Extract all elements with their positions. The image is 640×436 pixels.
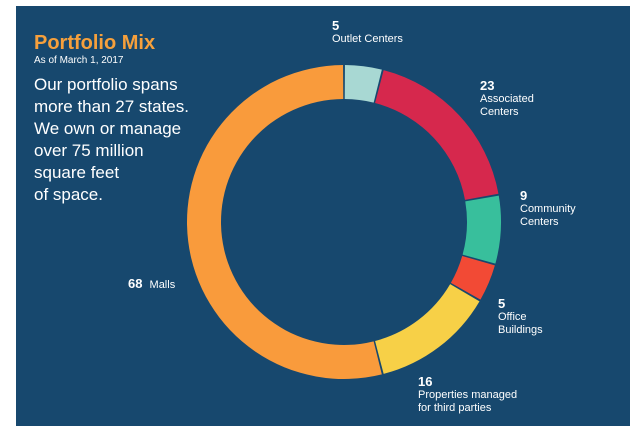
description-line: We own or manage (34, 119, 182, 138)
description-line: Our portfolio spans (34, 75, 178, 94)
donut-slice-2 (462, 195, 501, 264)
slice-label: Community (520, 203, 576, 215)
slice-value: 5 (332, 18, 340, 33)
label-outlet-centers: 5 Outlet Centers (332, 18, 403, 46)
slice-label: Associated (480, 93, 534, 105)
donut-slice-0 (344, 65, 382, 103)
donut-slice-3 (450, 256, 495, 300)
description-line: more than 27 states. (34, 97, 189, 116)
description-line: square feet (34, 163, 120, 182)
chart-panel: Portfolio Mix As of March 1, 2017 Our po… (16, 6, 630, 426)
slice-label: Office (498, 311, 527, 323)
page-title: Portfolio Mix (34, 32, 156, 54)
slice-label: Buildings (498, 324, 543, 336)
donut-slice-1 (375, 70, 499, 200)
label-community-centers: 9 Community Centers (520, 188, 576, 229)
description-line: of space. (34, 185, 103, 204)
slice-label: Outlet Centers (332, 33, 403, 45)
label-third-party: 16 Properties managed for third parties (418, 374, 517, 415)
slice-label: for third parties (418, 402, 492, 414)
page-subtitle: As of March 1, 2017 (34, 55, 124, 66)
slice-value: 5 (498, 296, 506, 311)
slice-label: Properties managed (418, 389, 518, 401)
description-line: over 75 million (34, 141, 144, 160)
slice-value: 68 (128, 276, 143, 291)
donut-chart (187, 65, 501, 380)
slice-value: 9 (520, 188, 528, 203)
slice-label: Centers (480, 106, 519, 118)
portfolio-description: Our portfolio spans more than 27 states.… (34, 74, 254, 206)
slice-label: Centers (520, 216, 559, 228)
label-associated-centers: 23 Associated Centers (480, 78, 534, 119)
slice-value: 16 (418, 374, 433, 389)
donut-slice-4 (375, 284, 480, 374)
donut-slice-5 (187, 65, 382, 380)
label-office-buildings: 5 Office Buildings (498, 296, 543, 337)
slice-value: 23 (480, 78, 495, 93)
label-malls: 68 Malls (128, 276, 175, 292)
slice-label: Malls (149, 279, 176, 291)
